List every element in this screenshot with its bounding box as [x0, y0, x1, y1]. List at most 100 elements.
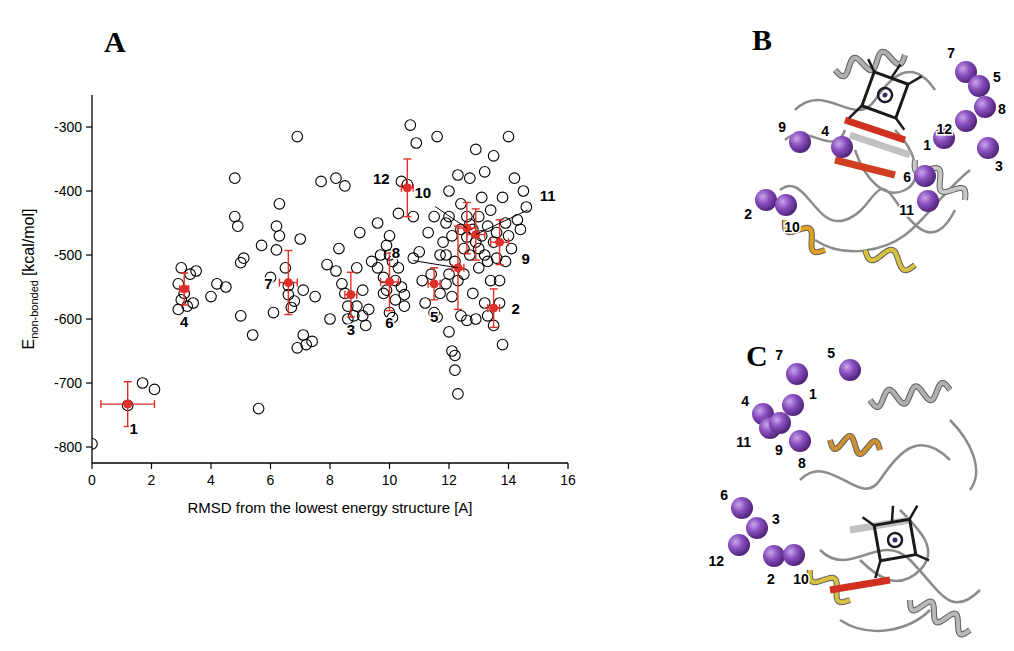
point [482, 221, 493, 232]
cluster-label: 5 [430, 308, 438, 325]
error-cap [124, 381, 132, 382]
point [435, 250, 446, 261]
cluster-centroid [386, 278, 394, 286]
error-cap [356, 291, 357, 299]
cluster-sphere [728, 534, 750, 556]
point [334, 243, 345, 254]
point [444, 269, 455, 280]
y-tick [86, 254, 92, 255]
point [322, 259, 333, 270]
heme [847, 53, 925, 137]
point [274, 199, 285, 210]
cluster-centroid [496, 238, 504, 246]
point [515, 224, 526, 235]
point [518, 186, 529, 197]
cluster-sphere [917, 190, 939, 212]
point [494, 275, 505, 286]
x-tick-label: 14 [501, 472, 517, 488]
cluster-sphere [731, 497, 753, 519]
point [399, 289, 410, 300]
protein-structure [800, 383, 980, 635]
point [378, 288, 389, 299]
cluster-centroid [403, 184, 411, 192]
spheres [728, 359, 861, 567]
helix [870, 383, 950, 407]
sphere-label: 5 [827, 345, 835, 361]
ribbon-loop [800, 445, 950, 489]
point [176, 295, 187, 306]
error-cap [180, 272, 188, 273]
cluster-sphere [783, 544, 805, 566]
point [221, 282, 232, 293]
point [340, 181, 351, 192]
heme-core [887, 532, 903, 548]
point [92, 439, 97, 450]
error-cap [380, 278, 381, 286]
point [444, 327, 455, 338]
y-tick [86, 382, 92, 383]
y-axis-title: Enon-bonded[kcal/mol] [20, 209, 40, 350]
cluster-sphere [769, 412, 791, 434]
y-tick-label: -700 [54, 375, 82, 391]
heme-side-chain [891, 63, 900, 79]
error-cap [284, 314, 292, 315]
heme-core [876, 86, 894, 104]
point [331, 266, 342, 277]
sphere-label: 12 [936, 121, 952, 137]
sphere-label: 6 [903, 169, 911, 185]
heme-iron [892, 537, 898, 543]
point [485, 205, 496, 216]
leader-line [435, 207, 467, 229]
point [268, 307, 279, 318]
cluster-label: 1 [130, 420, 138, 437]
point [456, 199, 467, 210]
error-cap [496, 219, 504, 220]
heme [862, 501, 931, 578]
leader-line [476, 210, 528, 234]
cluster-label: 7 [264, 275, 272, 292]
point [271, 221, 282, 232]
heme-ring [862, 72, 908, 118]
cluster-centroid [347, 291, 355, 299]
error-cap [466, 231, 467, 239]
point [301, 339, 312, 350]
error-cap [499, 304, 500, 312]
heme-side-chain [863, 516, 875, 528]
point [232, 221, 243, 232]
point [310, 291, 321, 302]
cluster-centroid [490, 304, 498, 312]
error-cap [154, 400, 155, 408]
x-tick-label: 2 [148, 472, 156, 488]
point [351, 263, 362, 274]
point [441, 250, 452, 261]
point [289, 296, 300, 307]
point [235, 311, 246, 322]
helix-outline [865, 250, 915, 270]
cluster-label: 8 [392, 244, 400, 261]
cluster-labels: 123456789101112 [130, 170, 556, 437]
sphere-label: 4 [821, 123, 829, 139]
point [417, 275, 428, 286]
point [298, 330, 309, 341]
point [185, 269, 196, 280]
point [292, 131, 303, 142]
error-cap [496, 264, 504, 265]
sphere-label: 5 [993, 69, 1001, 85]
point [438, 237, 449, 248]
error-cap [297, 279, 298, 287]
cluster-label: 12 [373, 170, 390, 187]
heme-side-chain [908, 73, 922, 88]
point [435, 288, 446, 299]
marks [92, 120, 532, 449]
point [372, 263, 383, 274]
point [441, 279, 452, 290]
y-tick-label: -600 [54, 311, 82, 327]
point [479, 298, 490, 309]
ribbon-loop [795, 72, 935, 110]
point [191, 266, 202, 277]
x-tick [151, 463, 152, 469]
panel-letter: A [104, 25, 126, 58]
cluster-label: 4 [180, 313, 189, 330]
sphere-label: 11 [899, 202, 914, 218]
sphere-label: 9 [778, 119, 786, 135]
